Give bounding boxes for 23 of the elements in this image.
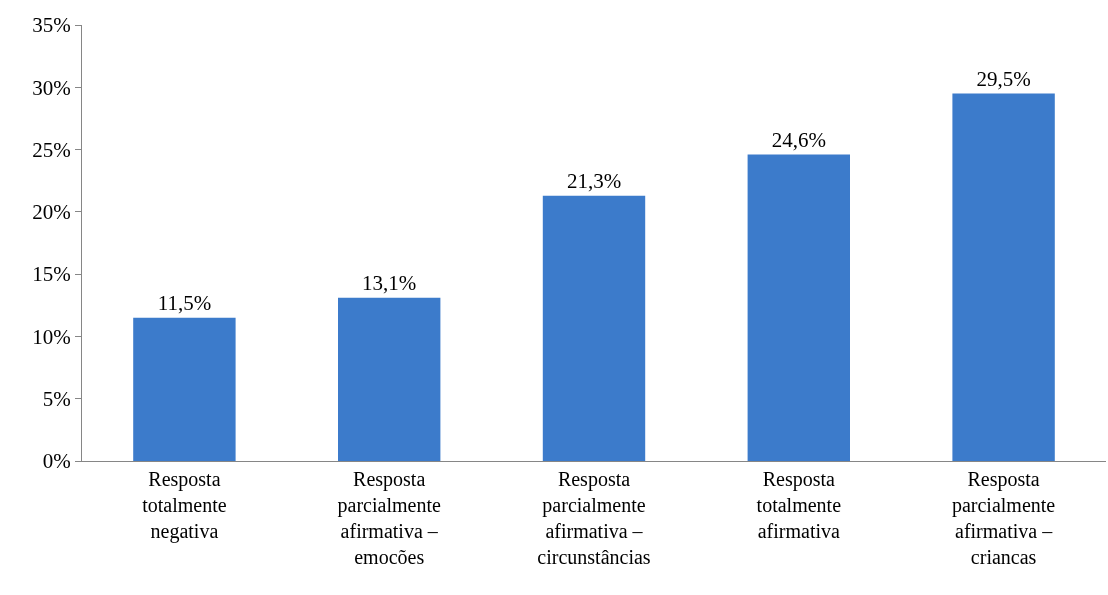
data-label: 21,3%: [566, 168, 622, 193]
x-tick-label: Resposta parcialmente afirmativa – criancas: [951, 468, 1056, 568]
y-tick-label: 35%: [32, 13, 71, 38]
bar: [747, 154, 850, 461]
x-tick-label: Resposta totalmente negativa: [142, 468, 227, 543]
x-tick-label: Resposta totalmente afirmativa: [756, 468, 842, 542]
data-label: 13,1%: [362, 270, 417, 295]
y-tick-label: 25%: [32, 137, 71, 162]
x-tick-label: Resposta parcialmente afirmativa – emocões: [337, 468, 441, 568]
y-tick-label: 5%: [42, 387, 71, 412]
bar: [542, 195, 646, 461]
x-tick-label: Resposta parcialmente afirmativa – circunstâncias: [537, 468, 651, 568]
bar: [338, 297, 441, 461]
y-tick-label: 30%: [32, 75, 71, 100]
y-tick-label: 0%: [42, 449, 71, 474]
y-tick-label: 15%: [32, 262, 71, 287]
data-label: 11,5%: [157, 290, 212, 315]
y-tick-label: 20%: [32, 200, 71, 225]
y-tick-label: 10%: [32, 324, 71, 349]
bar: [133, 317, 236, 461]
data-label: 24,6%: [771, 127, 826, 152]
bar: [952, 93, 1055, 461]
data-label: 29,5%: [976, 66, 1031, 91]
